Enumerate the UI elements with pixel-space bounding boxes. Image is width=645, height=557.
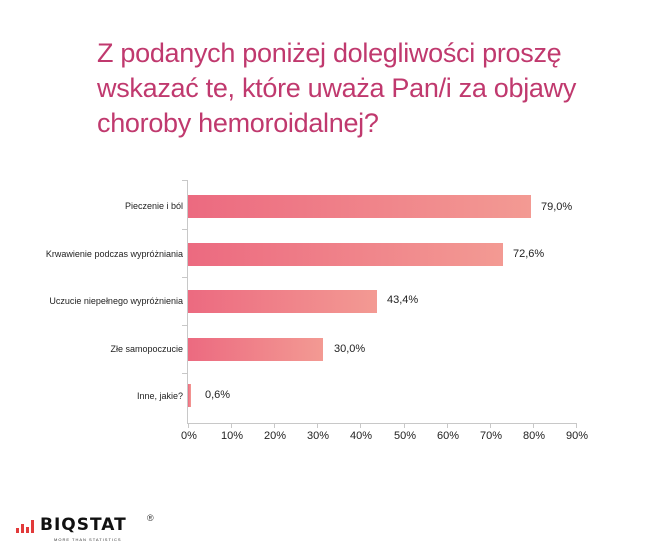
x-tick [576, 423, 577, 428]
x-axis [187, 423, 577, 424]
category-label: Inne, jakie? [136, 391, 183, 401]
x-tick [490, 423, 491, 428]
x-tick [533, 423, 534, 428]
category-label: Pieczenie i ból [124, 201, 183, 211]
x-tick-label: 70% [479, 430, 503, 442]
bar-pieczenie [188, 195, 531, 218]
y-tick [182, 180, 187, 181]
y-axis [187, 180, 188, 424]
x-tick [404, 423, 405, 428]
x-tick [317, 423, 318, 428]
x-tick [274, 423, 275, 428]
x-tick-label: 20% [263, 430, 287, 442]
registered-mark: ® [147, 513, 154, 523]
x-tick-label: 80% [522, 430, 546, 442]
value-label: 0,6% [205, 389, 231, 401]
value-label: 43,4% [387, 294, 419, 306]
value-label: 72,6% [513, 248, 545, 260]
x-tick [447, 423, 448, 428]
x-tick [188, 423, 189, 428]
x-tick [360, 423, 361, 428]
brand-name: BIQSTAT [40, 515, 127, 535]
bar-chart-icon [16, 519, 34, 533]
y-tick [182, 325, 187, 326]
x-tick-label: 30% [306, 430, 330, 442]
chart-title: Z podanych poniżej dolegliwości proszę w… [97, 38, 577, 138]
x-tick-label: 40% [349, 430, 373, 442]
bar-chart: Pieczenie i ból 79,0% Krwawienie podczas… [0, 180, 645, 460]
brand-tagline: MORE THAN STATISTICS [54, 537, 122, 542]
y-tick [182, 373, 187, 374]
biostat-logo: BIQSTAT ® MORE THAN STATISTICS [12, 513, 172, 543]
bar-inne [188, 384, 191, 407]
x-tick-label: 10% [220, 430, 244, 442]
category-label: Złe samopoczucie [110, 344, 183, 354]
x-tick-label: 50% [393, 430, 417, 442]
x-tick-label: 90% [565, 430, 589, 442]
x-tick-label: 0% [181, 430, 197, 442]
x-tick [231, 423, 232, 428]
y-tick [182, 229, 187, 230]
y-tick [182, 277, 187, 278]
category-label: Krwawienie podczas wypróżniania [45, 249, 183, 259]
bar-samopoczucie [188, 338, 323, 361]
value-label: 30,0% [334, 343, 366, 355]
bar-uczucie [188, 290, 377, 313]
value-label: 79,0% [541, 201, 573, 213]
bar-krwawienie [188, 243, 503, 266]
category-label: Uczucie niepełnego wypróżnienia [49, 296, 183, 306]
x-tick-label: 60% [436, 430, 460, 442]
